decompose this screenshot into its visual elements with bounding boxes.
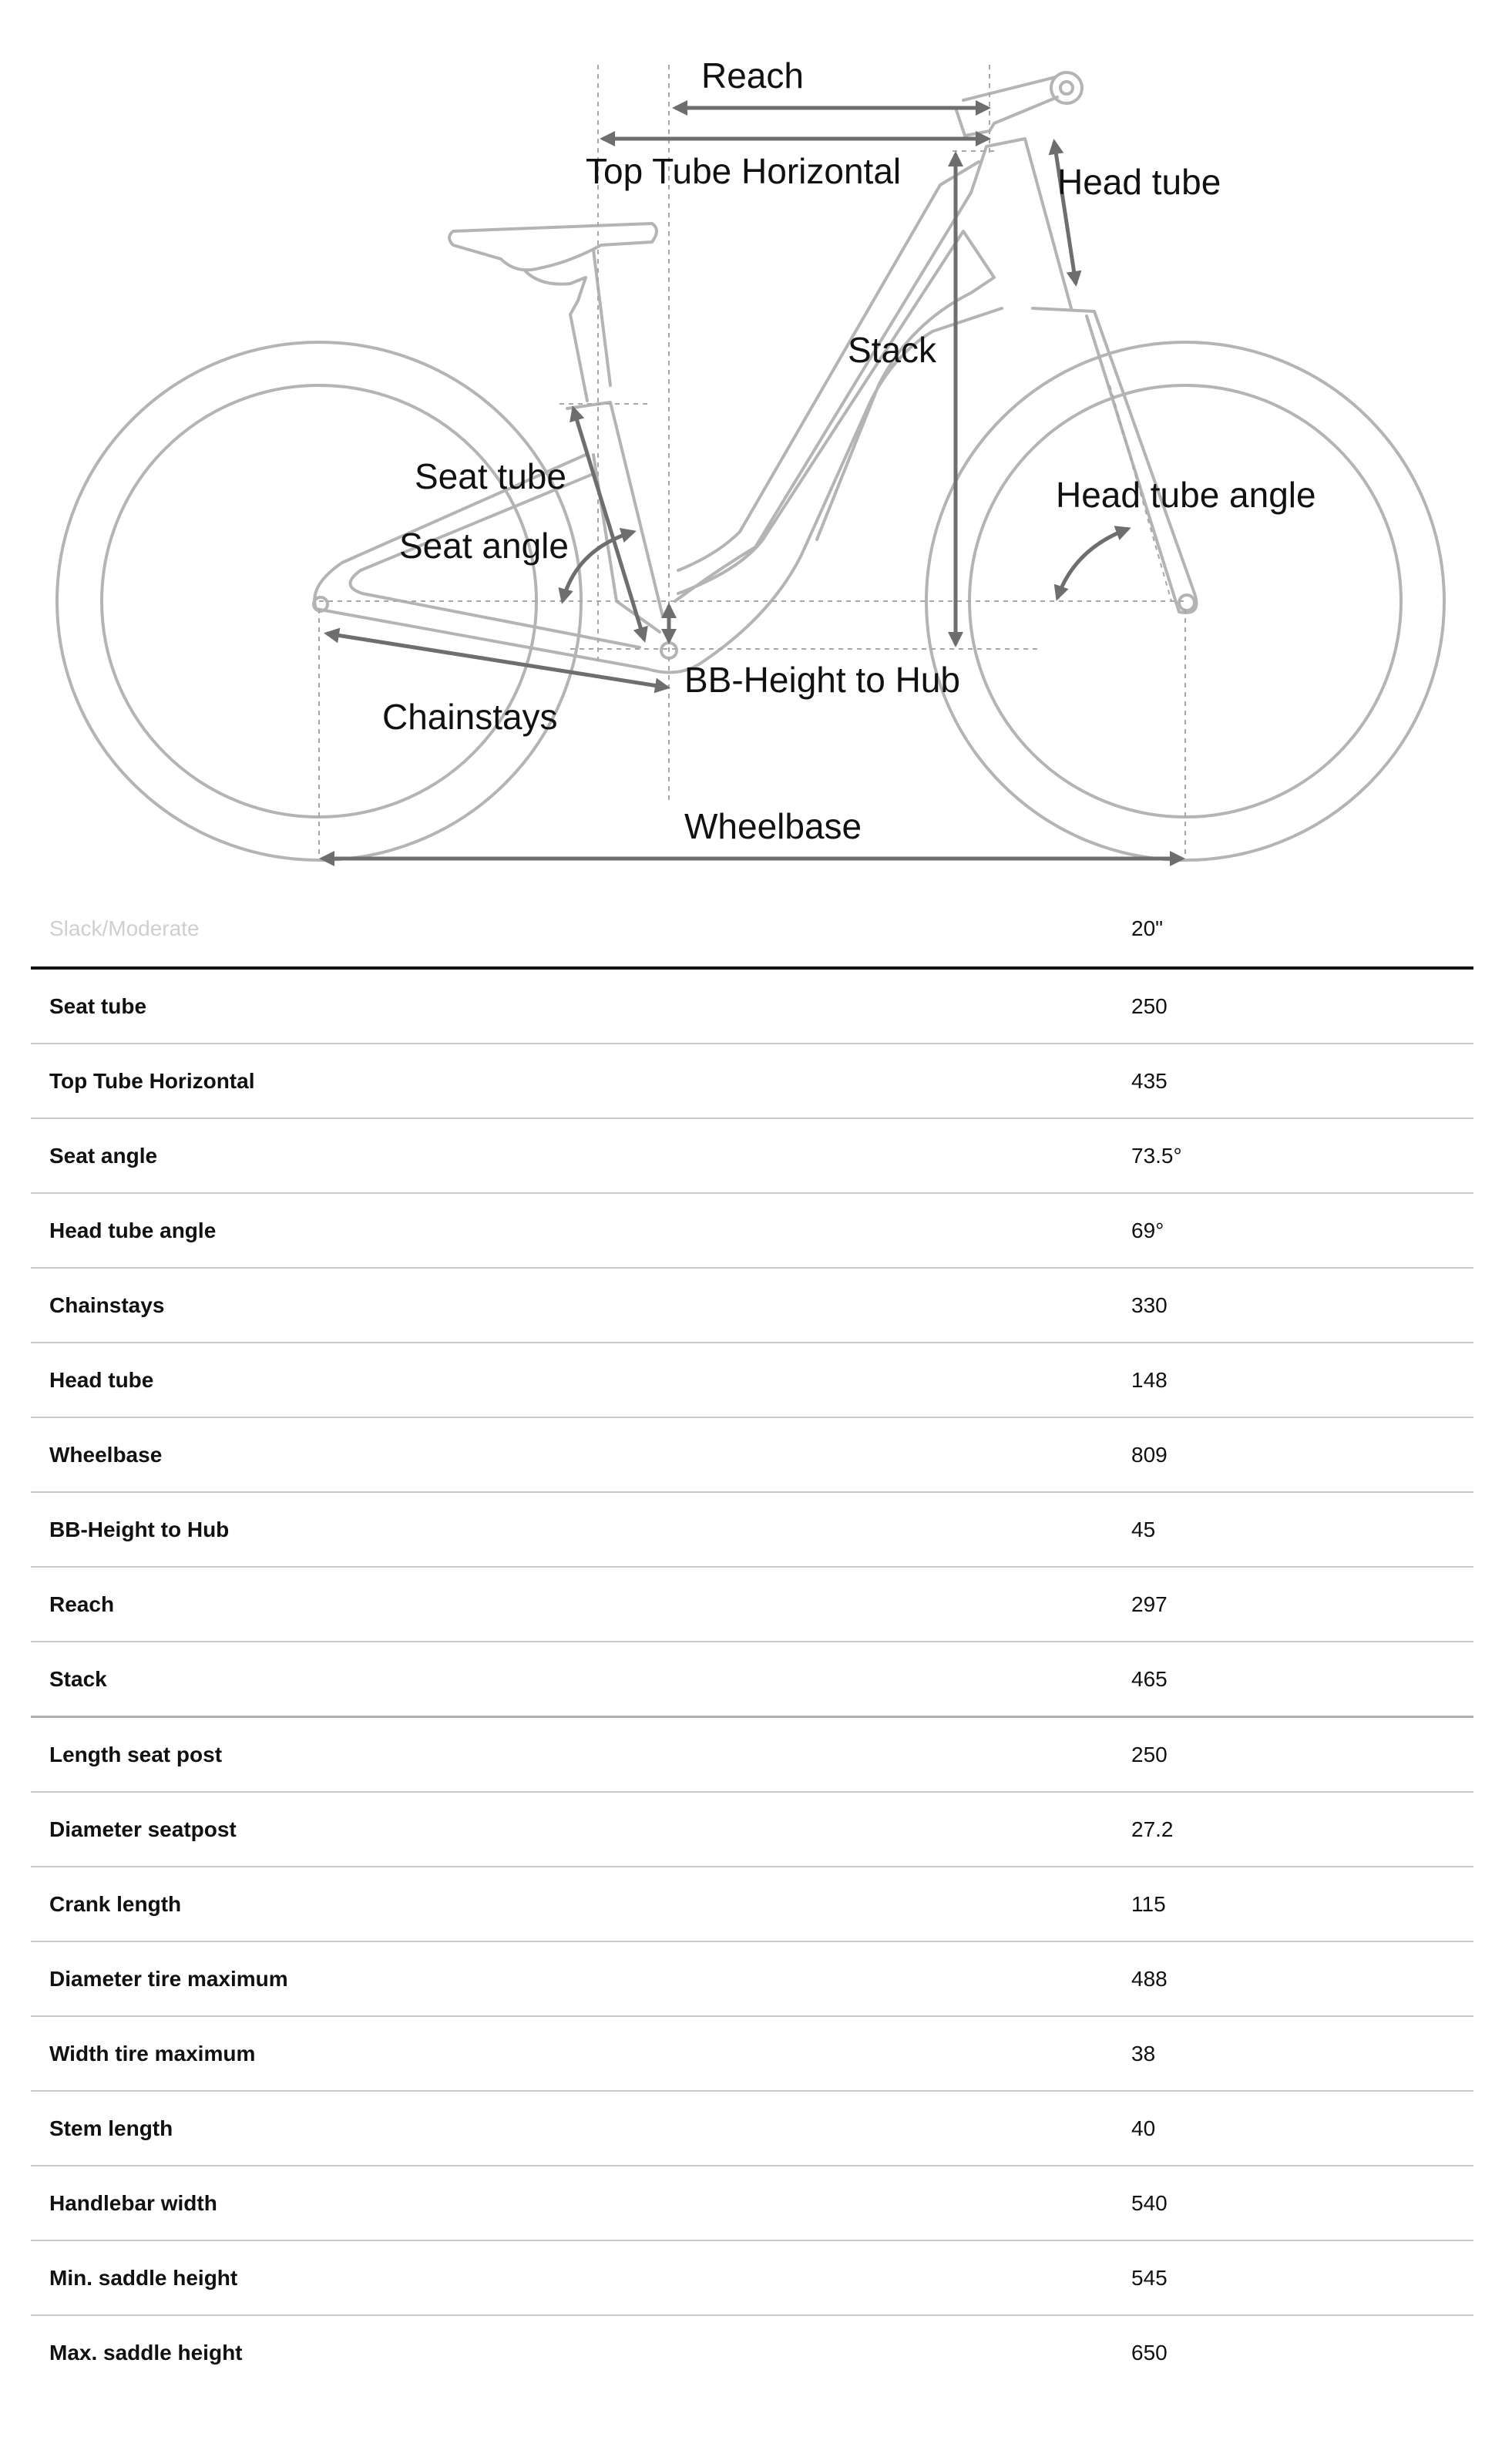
frame-size-header: 20" bbox=[1131, 916, 1164, 940]
row-label: Handlebar width bbox=[49, 2190, 217, 2215]
row-label: Max. saddle height bbox=[49, 2340, 243, 2365]
label-seat-tube: Seat tube bbox=[415, 456, 566, 496]
table-row: Stack 465 bbox=[31, 1642, 1473, 1718]
bike-geometry-diagram: Reach Top Tube Horizontal Head tube Stac… bbox=[55, 55, 1446, 866]
label-stack: Stack bbox=[848, 330, 937, 370]
row-label: Head tube angle bbox=[49, 1218, 217, 1242]
label-bb-height: BB-Height to Hub bbox=[684, 660, 960, 700]
row-value: 69° bbox=[1131, 1218, 1164, 1242]
row-value: 809 bbox=[1131, 1442, 1168, 1467]
table-row: Min. saddle height 545 bbox=[31, 2241, 1473, 2316]
table-row: Stem length 40 bbox=[31, 2092, 1473, 2166]
row-label: Stack bbox=[49, 1666, 107, 1691]
label-head-tube-angle: Head tube angle bbox=[1056, 475, 1316, 515]
row-value: 73.5° bbox=[1131, 1143, 1182, 1168]
row-value: 148 bbox=[1131, 1367, 1168, 1392]
row-label: Length seat post bbox=[49, 1742, 223, 1766]
table-row: Diameter tire maximum 488 bbox=[31, 1942, 1473, 2017]
row-label: Width tire maximum bbox=[49, 2041, 256, 2065]
table-row: Seat angle 73.5° bbox=[31, 1119, 1473, 1194]
row-value: 488 bbox=[1131, 1966, 1168, 1991]
seat-tube-arrow bbox=[570, 405, 648, 643]
table-row: BB-Height to Hub 45 bbox=[31, 1493, 1473, 1568]
row-value: 40 bbox=[1131, 2116, 1156, 2140]
row-value: 465 bbox=[1131, 1666, 1168, 1691]
table-row: Head tube 148 bbox=[31, 1343, 1473, 1418]
table-row: Head tube angle 69° bbox=[31, 1194, 1473, 1269]
row-value: 650 bbox=[1131, 2340, 1168, 2365]
row-label: Min. saddle height bbox=[49, 2265, 238, 2290]
head-tube-arrow bbox=[1048, 139, 1082, 287]
row-value: 27.2 bbox=[1131, 1817, 1174, 1841]
row-value: 545 bbox=[1131, 2265, 1168, 2290]
row-label: Diameter seatpost bbox=[49, 1817, 237, 1841]
head-tube-angle-arrow bbox=[1053, 526, 1131, 601]
row-value: 435 bbox=[1131, 1068, 1168, 1093]
row-label: Diameter tire maximum bbox=[49, 1966, 288, 1991]
row-label: Top Tube Horizontal bbox=[49, 1068, 255, 1093]
table-row: Wheelbase 809 bbox=[31, 1418, 1473, 1493]
row-label: Seat angle bbox=[49, 1143, 158, 1168]
label-top-tube-horizontal: Top Tube Horizontal bbox=[586, 151, 901, 191]
row-value: 250 bbox=[1131, 1742, 1168, 1766]
dimension-arrows bbox=[319, 100, 1185, 866]
seat-angle-arrow bbox=[558, 527, 637, 604]
row-value: 297 bbox=[1131, 1592, 1168, 1616]
chainstay-arrow bbox=[324, 627, 670, 694]
table-row: Reach 297 bbox=[31, 1568, 1473, 1642]
row-value: 540 bbox=[1131, 2190, 1168, 2215]
label-seat-angle: Seat angle bbox=[399, 526, 569, 566]
table-row: Top Tube Horizontal 435 bbox=[31, 1044, 1473, 1119]
table-row: Max. saddle height 650 bbox=[31, 2316, 1473, 2389]
row-value: 45 bbox=[1131, 1517, 1156, 1541]
table-row: Diameter seatpost 27.2 bbox=[31, 1793, 1473, 1867]
row-label: Stem length bbox=[49, 2116, 173, 2140]
label-wheelbase: Wheelbase bbox=[684, 806, 862, 846]
row-label: Seat tube bbox=[49, 993, 147, 1018]
row-value: 330 bbox=[1131, 1292, 1168, 1317]
row-label: BB-Height to Hub bbox=[49, 1517, 230, 1541]
label-reach: Reach bbox=[701, 55, 804, 96]
table-row: Seat tube 250 bbox=[31, 970, 1473, 1044]
row-label: Head tube bbox=[49, 1367, 154, 1392]
row-label: Wheelbase bbox=[49, 1442, 163, 1467]
table-row: Length seat post 250 bbox=[31, 1718, 1473, 1793]
row-label: Chainstays bbox=[49, 1292, 165, 1317]
row-value: 250 bbox=[1131, 993, 1168, 1018]
label-head-tube: Head tube bbox=[1057, 162, 1221, 202]
table-row: Chainstays 330 bbox=[31, 1269, 1473, 1343]
geometry-variant-label: Slack/Moderate bbox=[49, 916, 200, 940]
table-row: Handlebar width 540 bbox=[31, 2166, 1473, 2241]
row-value: 115 bbox=[1131, 1891, 1166, 1916]
table-row: Crank length 115 bbox=[31, 1867, 1473, 1942]
row-label: Crank length bbox=[49, 1891, 182, 1916]
table-row: Width tire maximum 38 bbox=[31, 2017, 1473, 2092]
table-header: Slack/Moderate 20" bbox=[31, 891, 1473, 970]
row-label: Reach bbox=[49, 1592, 115, 1616]
label-chainstays: Chainstays bbox=[382, 697, 558, 737]
row-value: 38 bbox=[1131, 2041, 1156, 2065]
geometry-table: Slack/Moderate 20" Seat tube 250 Top Tube … bbox=[31, 891, 1473, 2389]
